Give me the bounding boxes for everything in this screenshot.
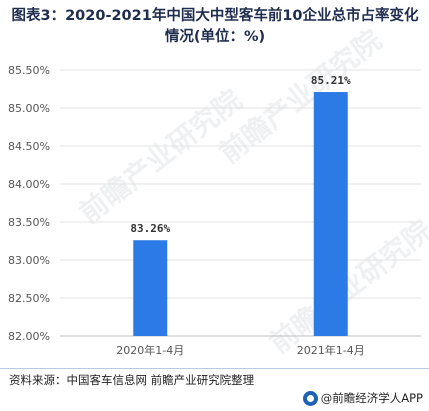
y-tick-label: 84.50% xyxy=(8,140,50,153)
source-note: 资料来源：中国客车信息网 前瞻产业研究院整理 xyxy=(9,373,255,387)
y-tick-label: 85.50% xyxy=(8,64,50,77)
x-tick-label: 2021年1-4月 xyxy=(297,343,365,357)
y-tick-label: 85.00% xyxy=(8,102,50,115)
data-label: 85.21% xyxy=(311,74,351,87)
y-tick-label: 83.50% xyxy=(8,216,50,229)
chart-title: 图表3：2020-2021年中国大中型客车前10企业总市占率变化情况(单位：%) xyxy=(11,8,419,45)
brand-label: @前瞻经济学人APP xyxy=(320,391,423,405)
y-tick-label: 83.00% xyxy=(8,254,50,267)
brand-logo-icon xyxy=(302,390,318,406)
data-label: 83.26% xyxy=(130,222,170,235)
y-tick-label: 82.50% xyxy=(8,292,50,305)
bar-chart: 82.00% 82.50% 83.00% 83.50% 84.00% 84.50% 85.0… xyxy=(8,64,421,357)
x-tick-label: 2020年1-4月 xyxy=(116,343,184,357)
bar xyxy=(133,240,168,336)
y-tick-label: 82.00% xyxy=(8,330,50,343)
y-tick-label: 84.00% xyxy=(8,178,50,191)
footer: 资料来源：中国客车信息网 前瞻产业研究院整理 @前瞻经济学人APP xyxy=(0,368,429,411)
bar xyxy=(313,92,348,336)
brand: @前瞻经济学人APP xyxy=(302,390,423,406)
